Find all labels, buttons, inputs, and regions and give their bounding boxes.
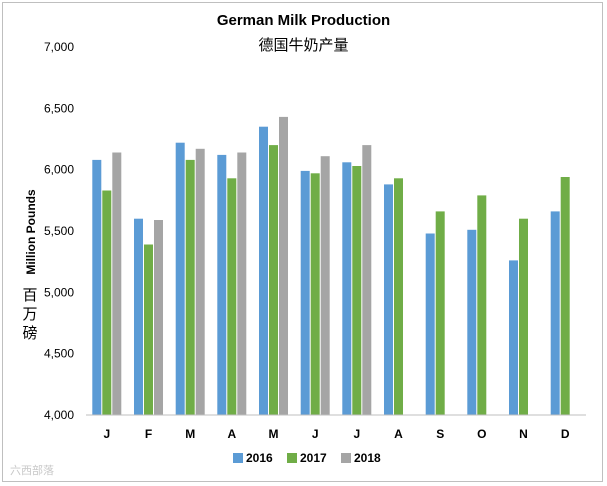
legend-swatch-2018 xyxy=(341,453,351,463)
y-axis-label-cn-3: 磅 xyxy=(22,324,37,342)
y-axis-label-cn-2: 万 xyxy=(22,305,37,323)
chart-title: German Milk Production xyxy=(216,12,391,29)
bar-2016-2 xyxy=(134,218,143,415)
bar-2017-1 xyxy=(102,190,112,415)
bar-2018-5 xyxy=(279,116,288,416)
x-tick-label: N xyxy=(519,427,528,441)
y-axis-label: Million Pounds xyxy=(24,189,38,275)
x-tick-label: A xyxy=(394,427,403,441)
bar-2017-6 xyxy=(310,173,320,415)
bar-2016-3 xyxy=(175,142,185,415)
x-tick-label: J xyxy=(312,427,319,441)
bar-2017-7 xyxy=(352,166,362,415)
y-tick-label: 5,500 xyxy=(44,224,74,238)
bar-2017-9 xyxy=(435,211,445,415)
x-tick-label: J xyxy=(103,427,110,441)
chart-subtitle: 德国牛奶产量 xyxy=(258,36,349,54)
bar-2018-3 xyxy=(195,148,205,416)
bar-2016-11 xyxy=(509,260,518,415)
bar-2017-10 xyxy=(477,195,487,415)
x-tick-label: M xyxy=(185,427,195,441)
legend-swatch-2017 xyxy=(287,453,297,463)
bar-2018-2 xyxy=(154,220,163,415)
bar-2017-3 xyxy=(185,159,195,415)
y-tick-label: 4,500 xyxy=(44,347,74,361)
bar-2017-2 xyxy=(144,244,153,415)
x-tick-label: O xyxy=(477,427,486,441)
bar-2017-12 xyxy=(560,177,570,415)
x-tick-label: S xyxy=(436,427,444,441)
y-tick-label: 4,000 xyxy=(44,408,74,422)
bar-2016-6 xyxy=(300,170,310,415)
bar-2016-9 xyxy=(425,233,435,415)
bars xyxy=(92,116,570,416)
y-tick-label: 7,000 xyxy=(44,40,74,54)
bar-2018-7 xyxy=(362,145,372,415)
bar-2016-4 xyxy=(217,154,227,415)
bar-2017-4 xyxy=(227,178,237,415)
bar-2016-8 xyxy=(384,184,393,415)
bar-2016-7 xyxy=(342,162,352,415)
bar-2018-1 xyxy=(112,152,122,415)
bar-2018-6 xyxy=(320,156,330,415)
bar-2016-5 xyxy=(259,126,268,415)
x-tick-label: F xyxy=(145,427,152,441)
x-tick-label: M xyxy=(269,427,279,441)
watermark: 六西部落 xyxy=(10,464,54,477)
legend-swatch-2016 xyxy=(233,453,243,463)
y-tick-label: 5,000 xyxy=(44,285,74,299)
legend: 2016 2017 2018 xyxy=(233,451,381,465)
x-tick-label: J xyxy=(353,427,360,441)
y-axis-label-cn-1: 百 xyxy=(22,286,37,304)
x-tick-label: D xyxy=(561,427,570,441)
legend-label-2016: 2016 xyxy=(246,451,273,465)
legend-label-2018: 2018 xyxy=(354,451,381,465)
bar-2017-11 xyxy=(519,218,528,415)
bar-2016-1 xyxy=(92,159,102,415)
y-tick-label: 6,500 xyxy=(44,101,74,115)
bar-2018-4 xyxy=(237,152,247,415)
y-axis-ticks: 4,000 4,500 5,000 5,500 6,000 6,500 7,000 xyxy=(44,40,74,422)
bar-2016-12 xyxy=(550,211,560,415)
bar-2017-5 xyxy=(269,145,278,415)
legend-label-2017: 2017 xyxy=(300,451,327,465)
x-tick-label: A xyxy=(227,427,236,441)
bar-2016-10 xyxy=(467,229,477,415)
y-tick-label: 6,000 xyxy=(44,163,74,177)
bar-2017-8 xyxy=(394,178,403,415)
